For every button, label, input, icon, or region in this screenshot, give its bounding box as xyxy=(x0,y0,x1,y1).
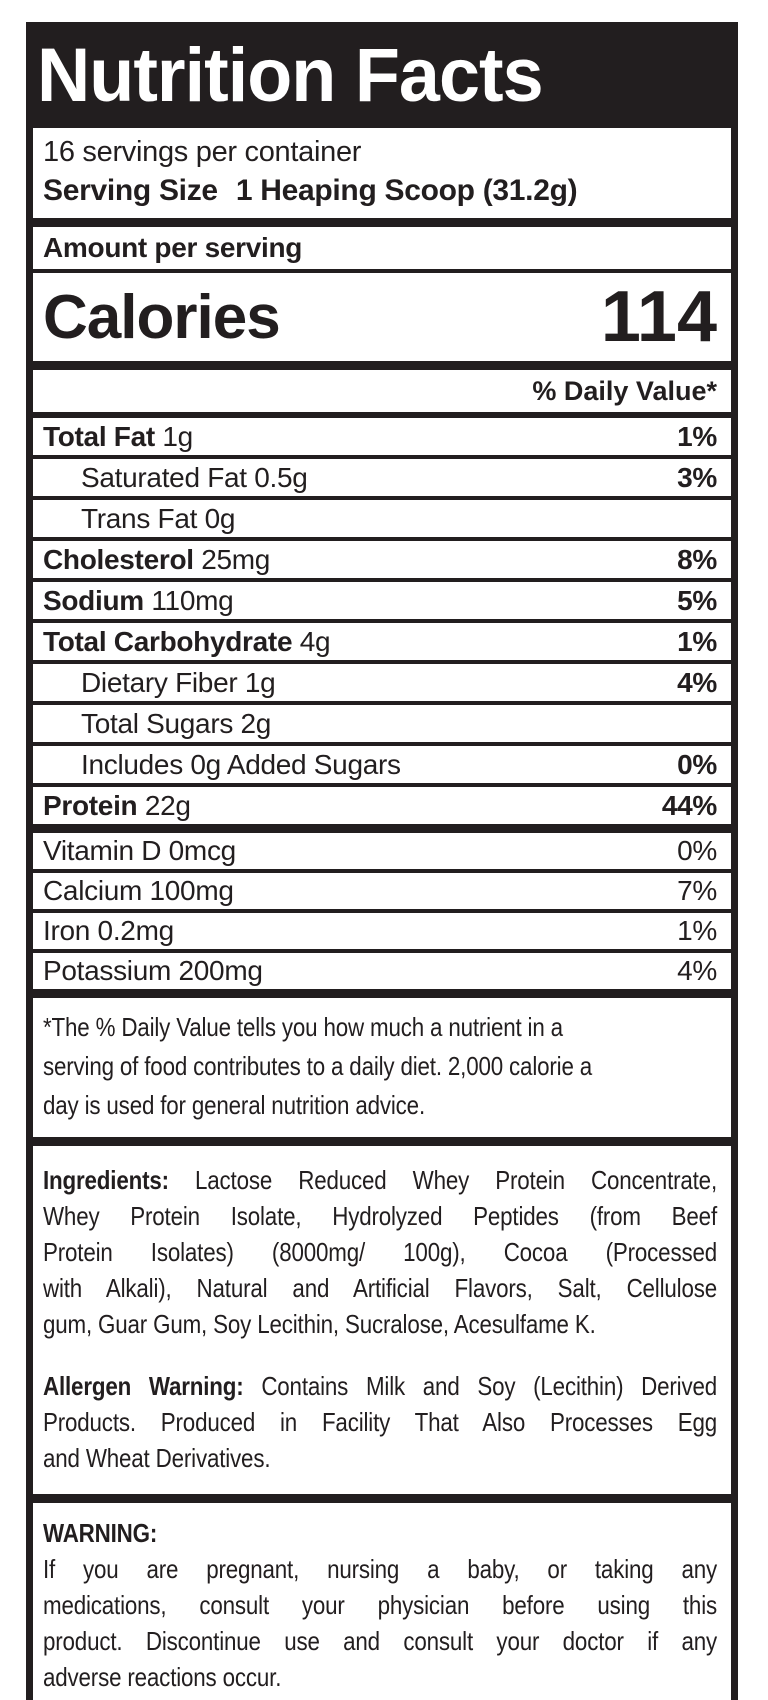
ingredients-first-line: Ingredients: Lactose Reduced Whey Protei… xyxy=(43,1165,717,1195)
allergen-lines: Products. Produced in Facility That Also… xyxy=(43,1407,717,1473)
nutrition-facts-label: Nutrition Facts 16 servings per containe… xyxy=(26,22,738,1700)
nutrient-amount: 0.5g xyxy=(254,461,308,493)
ingredients-lines: Whey Protein Isolate, Hydrolyzed Peptide… xyxy=(43,1201,717,1339)
nutrient-name: Iron xyxy=(43,915,91,946)
nutrient-row-total-carbohydrate: Total Carbohydrate 4g 1% xyxy=(33,623,731,660)
nutrient-amount: 25mg xyxy=(201,543,271,575)
serving-size-value: 1 Heaping Scoop (31.2g) xyxy=(235,174,578,207)
nutrient-amount: 0g xyxy=(204,502,236,534)
micronutrient-row-vitamin-d: Vitamin D 0mcg 0% xyxy=(33,833,731,869)
daily-value-footnote-section: *The % Daily Value tells you how much a … xyxy=(33,998,731,1137)
nutrient-dv: 1% xyxy=(677,915,717,946)
nutrient-name: Saturated Fat xyxy=(81,461,247,493)
nutrient-dv: 44% xyxy=(661,789,717,821)
nutrient-amount: 4g xyxy=(299,625,331,657)
warning-block: WARNING: If you are pregnant, nursing a … xyxy=(43,1515,717,1695)
serving-size-label: Serving Size xyxy=(43,174,218,207)
micronutrient-row-calcium: Calcium 100mg 7% xyxy=(33,873,731,909)
ingredients-label: Ingredients: xyxy=(43,1165,169,1195)
nutrient-amount: 2g xyxy=(240,707,272,739)
nutrient-name: Protein xyxy=(43,789,138,821)
ingredients-section: Ingredients: Lactose Reduced Whey Protei… xyxy=(33,1146,731,1494)
label-title: Nutrition Facts xyxy=(37,32,544,118)
nutrient-row-trans-fat: Trans Fat 0g xyxy=(33,500,731,537)
allergen-label: Allergen Warning: xyxy=(43,1371,244,1401)
nutrient-dv: 7% xyxy=(677,875,717,906)
nutrient-dv: 1% xyxy=(677,420,717,452)
nutrient-name: Total Carbohydrate xyxy=(43,625,293,657)
nutrient-dv: 8% xyxy=(677,543,717,575)
daily-value-footnote: *The % Daily Value tells you how much a … xyxy=(43,1012,593,1120)
nutrient-name: Vitamin D xyxy=(43,835,162,866)
spacer xyxy=(43,1342,717,1368)
amount-per-serving: Amount per serving xyxy=(33,227,731,269)
calories-label: Calories xyxy=(43,282,281,352)
nutrient-row-total-fat: Total Fat 1g 1% xyxy=(33,418,731,455)
micronutrient-row-potassium: Potassium 200mg 4% xyxy=(33,953,731,989)
nutrient-row-protein: Protein 22g 44% xyxy=(33,787,731,824)
nutrient-name: Trans Fat xyxy=(81,502,198,534)
nutrient-dv: 4% xyxy=(677,955,717,986)
allergen-first-line: Allergen Warning: Contains Milk and Soy … xyxy=(43,1371,718,1401)
nutrient-amount: 200mg xyxy=(178,955,263,986)
nutrient-amount: 0.2mg xyxy=(97,915,175,946)
nutrient-name: Potassium xyxy=(43,955,172,986)
nutrient-name: Total Sugars xyxy=(81,707,234,739)
calories-value: 114 xyxy=(600,277,717,357)
nutrient-name: Calcium xyxy=(43,875,143,906)
nutrient-dv: 1% xyxy=(677,625,717,657)
daily-value-header: % Daily Value* xyxy=(33,370,731,412)
warning-heading: WARNING: xyxy=(43,1518,158,1548)
nutrient-row-total-sugars: Total Sugars 2g xyxy=(33,705,731,742)
nutrient-row-dietary-fiber: Dietary Fiber 1g 4% xyxy=(33,664,731,701)
serving-size-line: Serving Size 1 Heaping Scoop (31.2g) xyxy=(43,174,717,208)
nutrient-amount: 22g xyxy=(144,789,191,821)
nutrient-dv: 3% xyxy=(677,461,717,493)
nutrient-name: Sodium xyxy=(43,584,144,616)
serving-info-section: 16 servings per container Serving Size 1… xyxy=(33,128,731,218)
nutrient-dv: 0% xyxy=(677,835,717,866)
micronutrient-row-iron: Iron 0.2mg 1% xyxy=(33,913,731,949)
nutrient-name: Cholesterol xyxy=(43,543,194,575)
servings-per-container: 16 servings per container xyxy=(43,136,362,168)
nutrient-amount: 0mcg xyxy=(168,835,237,866)
nutrient-dv: 4% xyxy=(677,666,717,698)
nutrient-name: Includes 0g Added Sugars xyxy=(81,748,401,780)
nutrient-row-added-sugars: Includes 0g Added Sugars 0% xyxy=(33,746,731,783)
nutrient-amount: 1g xyxy=(244,666,276,698)
nutrient-amount: 1g xyxy=(162,420,193,452)
nutrient-amount: 110mg xyxy=(151,584,234,616)
nutrient-amount: 100mg xyxy=(149,875,234,906)
nutrient-row-saturated-fat: Saturated Fat 0.5g 3% xyxy=(33,459,731,496)
nutrient-dv: 5% xyxy=(677,584,717,616)
nutrient-name: Dietary Fiber xyxy=(81,666,238,698)
nutrient-row-cholesterol: Cholesterol 25mg 8% xyxy=(33,541,731,578)
warning-text: If you are pregnant, nursing a baby, or … xyxy=(43,1554,717,1692)
warning-section: WARNING: If you are pregnant, nursing a … xyxy=(33,1503,731,1700)
ingredients-text: Ingredients: Lactose Reduced Whey Protei… xyxy=(43,1162,717,1342)
label-header: Nutrition Facts xyxy=(33,22,731,128)
calories-row: Calories 114 xyxy=(33,273,731,361)
nutrient-dv: 0% xyxy=(677,748,717,780)
nutrient-row-sodium: Sodium 110mg 5% xyxy=(33,582,731,619)
allergen-warning-text: Allergen Warning: Contains Milk and Soy … xyxy=(43,1368,717,1476)
nutrient-name: Total Fat xyxy=(43,420,155,452)
